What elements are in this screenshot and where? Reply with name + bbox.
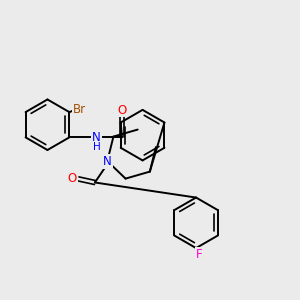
- Text: Br: Br: [73, 103, 86, 116]
- Text: N: N: [103, 154, 112, 168]
- Text: O: O: [117, 103, 127, 116]
- Text: O: O: [68, 172, 76, 185]
- Text: N: N: [92, 131, 101, 144]
- Text: H: H: [93, 142, 101, 152]
- Text: F: F: [196, 248, 203, 261]
